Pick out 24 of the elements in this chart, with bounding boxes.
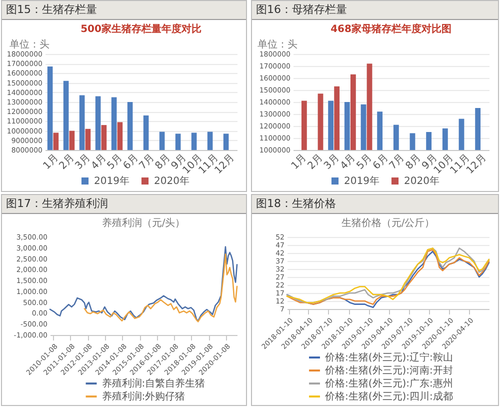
y-axis-title: 单位：头 bbox=[258, 38, 298, 50]
legend-label: 价格:生猪(外三元):四川:成都 bbox=[324, 390, 453, 402]
legend-label: 养殖利润:自繁自养生猪 bbox=[102, 378, 206, 390]
line-series bbox=[84, 254, 238, 322]
x-tick-label: 5月 bbox=[105, 152, 125, 172]
legend-label: 养殖利润:外购仔猪 bbox=[102, 390, 186, 402]
chart-title: 图16：母猪存栏量 bbox=[252, 1, 498, 20]
chart-subtitle: 生猪价格（元/公斤） bbox=[340, 216, 436, 231]
chart-subtitle: 500家生猪存栏量年度对比 bbox=[80, 22, 202, 37]
chart-subtitle: 养殖利润（元/头） bbox=[100, 216, 186, 231]
chart-subtitle: 468家母猪存栏年度对比图 bbox=[330, 22, 452, 37]
line-series bbox=[49, 246, 238, 322]
legend-label: 价格:生猪(外三元):河南:开封 bbox=[324, 364, 453, 376]
legend-label: 价格:生猪(外三元):广东:惠州 bbox=[324, 378, 453, 390]
x-tick-label: 3月 bbox=[73, 152, 93, 172]
legend-label: 2019年 bbox=[344, 175, 380, 187]
legend-label: 2020年 bbox=[154, 175, 190, 187]
legend-label: 2020年 bbox=[404, 175, 440, 187]
chart-title: 图18：生猪价格 bbox=[252, 195, 498, 214]
chart-title: 图17：生猪养殖利润 bbox=[2, 195, 246, 214]
legend-label: 2019年 bbox=[94, 175, 130, 187]
chart-title: 图15：生猪存栏量 bbox=[2, 1, 246, 20]
y-axis-title: 单位：头 bbox=[10, 38, 50, 50]
legend-label: 价格:生猪(外三元):辽宁:鞍山 bbox=[324, 352, 453, 364]
